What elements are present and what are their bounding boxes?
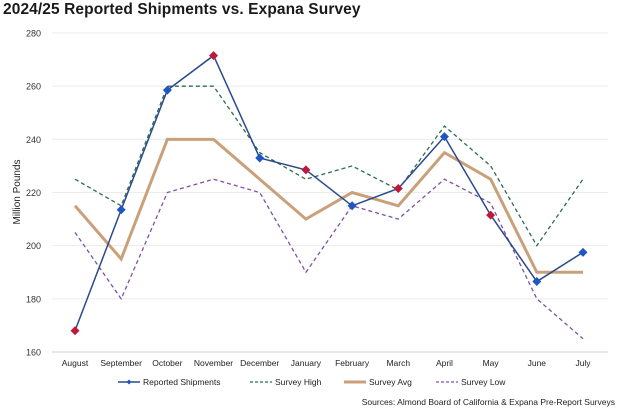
x-tick-label: September <box>100 358 142 368</box>
data-point <box>393 184 403 194</box>
source-note: Sources: Almond Board of California & Ex… <box>361 397 615 407</box>
data-point <box>162 85 172 95</box>
y-tick-label: 220 <box>26 188 41 198</box>
series-line-survey-high <box>74 85 584 247</box>
data-point <box>116 205 126 215</box>
x-tick-label: June <box>528 358 547 368</box>
series-line-survey-avg <box>73 137 583 274</box>
x-tick-label: August <box>62 358 89 368</box>
x-tick-label: November <box>194 358 233 368</box>
data-point <box>486 210 496 220</box>
legend-label: Survey High <box>275 377 322 387</box>
x-tick-label: February <box>335 358 370 368</box>
x-tick-label: October <box>152 358 182 368</box>
series-line-reported-shipments <box>74 54 584 332</box>
data-point <box>578 247 588 257</box>
y-axis-label: Million Pounds <box>12 159 23 224</box>
data-point <box>70 326 80 336</box>
chart-title: 2024/25 Reported Shipments vs. Expana Su… <box>3 1 361 18</box>
y-tick-label: 160 <box>26 348 41 358</box>
series-line-survey-low <box>74 178 584 340</box>
legend-marker <box>126 379 132 385</box>
legend-label: Reported Shipments <box>143 377 221 387</box>
y-tick-label: 200 <box>26 241 41 251</box>
y-tick-label: 240 <box>26 135 41 145</box>
data-point <box>209 51 219 61</box>
data-point <box>301 165 311 175</box>
legend-label: Survey Avg <box>369 377 412 387</box>
x-tick-label: January <box>291 358 322 368</box>
x-tick-label: December <box>240 358 279 368</box>
y-tick-label: 280 <box>26 29 41 39</box>
x-tick-label: March <box>386 358 410 368</box>
x-tick-label: July <box>575 358 591 368</box>
data-point <box>439 132 449 142</box>
data-point <box>532 277 542 287</box>
y-tick-label: 180 <box>26 294 41 304</box>
x-tick-label: May <box>483 358 500 368</box>
legend-label: Survey Low <box>461 377 506 387</box>
data-point <box>255 153 265 163</box>
x-tick-label: April <box>436 358 453 368</box>
y-tick-label: 260 <box>26 82 41 92</box>
data-point <box>347 201 357 211</box>
